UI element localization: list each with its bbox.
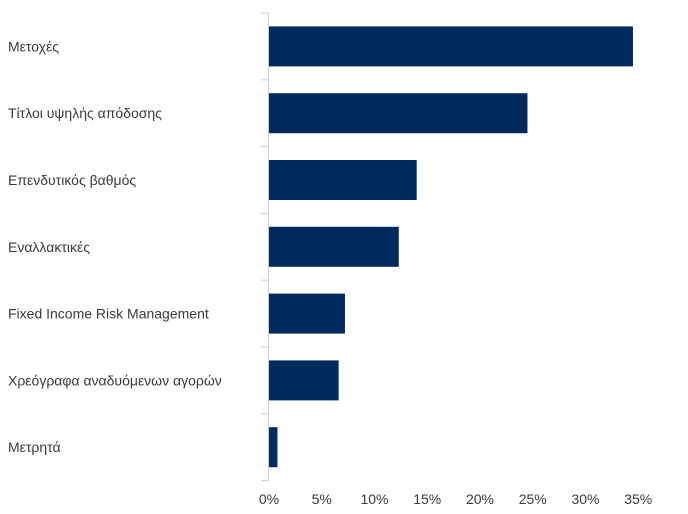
axes <box>261 12 269 482</box>
category-label: Εναλλακτικές <box>8 239 90 255</box>
x-tick-label: 30% <box>571 491 599 507</box>
bar <box>269 360 339 401</box>
bar <box>269 427 278 468</box>
category-label: Χρεόγραφα αναδυόμενων αγορών <box>8 372 222 388</box>
x-tick-label: 20% <box>466 491 494 507</box>
x-tick-label: 10% <box>360 491 388 507</box>
category-label: Επενδυτικός βαθμός <box>8 172 136 188</box>
x-tick-label: 0% <box>259 491 279 507</box>
category-labels: Μετοχές Τίτλοι υψηλής απόδοσης Επενδυτικός… <box>8 38 222 455</box>
x-tick-label: 15% <box>413 491 441 507</box>
bar <box>269 26 633 67</box>
category-label: Μετρητά <box>8 439 61 455</box>
category-label: Μετοχές <box>8 38 59 54</box>
bar <box>269 160 417 200</box>
category-label: Fixed Income Risk Management <box>8 306 209 322</box>
bar <box>269 293 345 334</box>
category-label: Τίτλοι υψηλής απόδοσης <box>8 105 162 121</box>
x-tick-label: 25% <box>519 491 547 507</box>
bar <box>269 93 528 134</box>
bar <box>269 226 399 267</box>
x-tick-label: 5% <box>312 491 332 507</box>
x-tick-label: 35% <box>624 491 652 507</box>
bars <box>269 26 633 468</box>
x-tick-labels: 0% 5% 10% 15% 20% 25% 30% 35% <box>259 491 652 507</box>
